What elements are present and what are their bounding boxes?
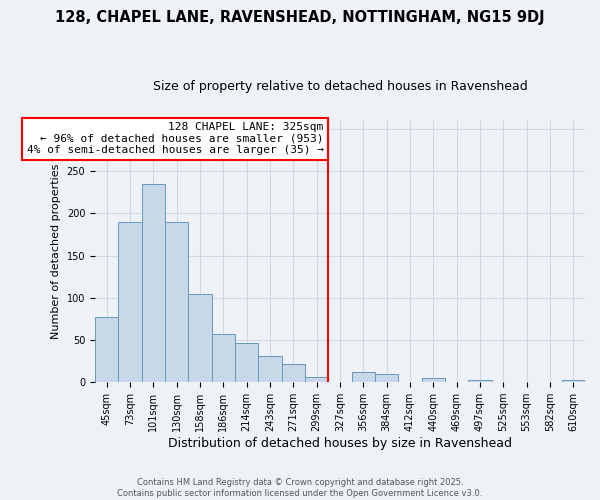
Y-axis label: Number of detached properties: Number of detached properties xyxy=(51,164,61,339)
Text: 128, CHAPEL LANE, RAVENSHEAD, NOTTINGHAM, NG15 9DJ: 128, CHAPEL LANE, RAVENSHEAD, NOTTINGHAM… xyxy=(55,10,545,25)
Bar xyxy=(212,334,235,382)
Bar xyxy=(305,377,328,382)
Bar xyxy=(469,380,491,382)
Title: Size of property relative to detached houses in Ravenshead: Size of property relative to detached ho… xyxy=(152,80,527,93)
Bar xyxy=(352,372,375,382)
Bar xyxy=(259,356,281,382)
Bar xyxy=(422,378,445,382)
Bar xyxy=(235,344,259,382)
Text: Contains HM Land Registry data © Crown copyright and database right 2025.
Contai: Contains HM Land Registry data © Crown c… xyxy=(118,478,482,498)
Text: 128 CHAPEL LANE: 325sqm
← 96% of detached houses are smaller (953)
4% of semi-de: 128 CHAPEL LANE: 325sqm ← 96% of detache… xyxy=(26,122,323,156)
Bar xyxy=(142,184,165,382)
Bar xyxy=(165,222,188,382)
Bar xyxy=(188,294,212,382)
Bar xyxy=(118,222,142,382)
Bar xyxy=(95,317,118,382)
Bar xyxy=(281,364,305,382)
X-axis label: Distribution of detached houses by size in Ravenshead: Distribution of detached houses by size … xyxy=(168,437,512,450)
Bar xyxy=(375,374,398,382)
Bar xyxy=(562,380,585,382)
